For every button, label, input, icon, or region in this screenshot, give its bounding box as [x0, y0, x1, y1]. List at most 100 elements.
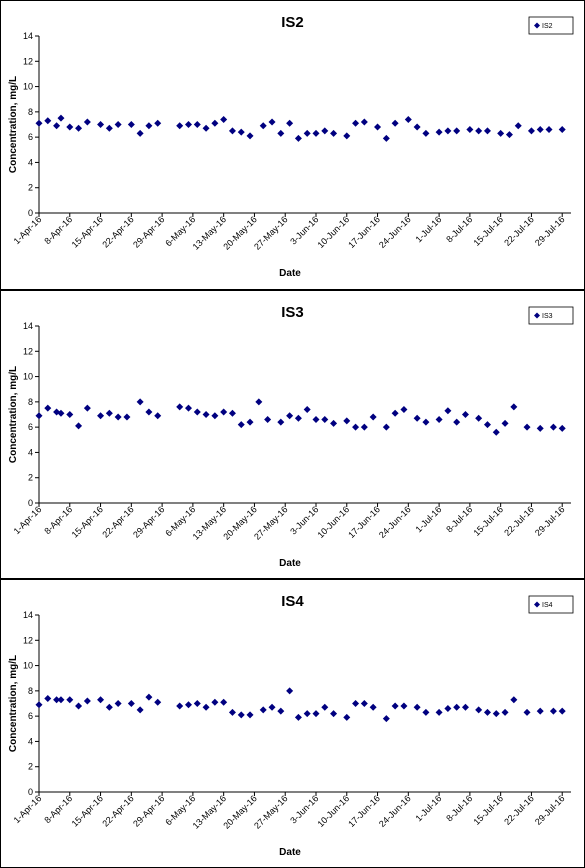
x-tick-label: 29-Apr-16	[131, 214, 166, 249]
data-point	[277, 707, 285, 715]
chart-panel-is4: IS4 IS4 0 2 4 6 8 10 12 14 1-Apr-16 8-Apr-16 15-Apr-…	[0, 579, 585, 868]
y-tick-label: 4	[28, 157, 33, 167]
legend-label: IS2	[542, 23, 553, 30]
data-point	[264, 416, 272, 424]
data-point	[294, 134, 302, 142]
legend-box	[528, 595, 574, 614]
data-point	[228, 409, 236, 417]
data-point	[422, 418, 430, 426]
data-point	[400, 405, 408, 413]
data-point	[413, 123, 421, 131]
data-point	[123, 413, 131, 421]
data-point	[277, 129, 285, 137]
x-tick-label: 8-Jul-16	[444, 214, 474, 244]
x-tick-label: 17-Jun-16	[346, 793, 382, 829]
data-point	[145, 122, 153, 130]
x-tick-label: 27-May-16	[252, 504, 289, 541]
data-point	[66, 411, 74, 418]
data-point	[184, 404, 192, 412]
data-point	[211, 119, 219, 127]
x-tick-label: 27-May-16	[252, 793, 289, 830]
data-point	[303, 129, 311, 137]
y-tick-label: 0	[28, 208, 33, 218]
x-tick-label: 22-Jul-16	[502, 793, 536, 827]
x-tick-label: 1-Jul-16	[413, 504, 443, 534]
chart-panel-is2: IS2 IS2 0 2 4 6 8 10 12 14 1-Apr-16 8-Apr-16 15-Apr-…	[0, 0, 585, 290]
data-point	[435, 416, 443, 424]
y-tick-label: 10	[23, 661, 33, 671]
data-point	[523, 423, 531, 431]
data-point	[53, 408, 61, 416]
x-tick-label: 29-Jul-16	[533, 214, 567, 248]
data-point	[330, 419, 338, 427]
data-point	[184, 701, 192, 709]
data-point	[105, 703, 113, 711]
legend: IS4	[528, 595, 574, 614]
data-point	[360, 118, 368, 126]
x-tick-label: 1-Jul-16	[413, 214, 443, 244]
chart-svg: IS4 IS4 0 2 4 6 8 10 12 14 1-Apr-168-Apr-1615-Apr-…	[8, 593, 574, 858]
data-point	[154, 119, 162, 127]
data-point	[202, 124, 210, 132]
data-point	[136, 129, 144, 137]
data-point	[492, 710, 500, 718]
x-tick-label: 15-Jul-16	[471, 793, 505, 827]
data-point	[422, 708, 430, 716]
data-point	[527, 127, 535, 135]
chart-svg: IS2 IS2 0 2 4 6 8 10 12 14 1-Apr-168-Apr-1615-Apr-…	[8, 14, 574, 279]
chart-svg: IS3 IS3 0 2 4 6 8 10 12 14 1-Apr-168-Apr-1615-Apr-…	[8, 304, 574, 569]
data-point	[259, 122, 267, 130]
data-point	[127, 700, 135, 707]
data-point	[492, 428, 500, 436]
data-point	[382, 134, 390, 142]
x-tick-label: 24-Jun-16	[377, 214, 413, 250]
y-tick-label: 2	[28, 473, 33, 483]
data-point	[391, 702, 399, 710]
data-point	[228, 708, 236, 716]
data-point	[475, 127, 483, 135]
x-tick-label: 15-Jul-16	[471, 504, 505, 538]
data-point	[154, 412, 162, 420]
x-tick-label: 22-Apr-16	[100, 504, 135, 539]
data-point	[193, 408, 201, 416]
data-point	[536, 707, 544, 715]
y-tick-label: 12	[23, 346, 33, 356]
x-tick-label: 17-Jun-16	[346, 214, 382, 250]
legend-marker	[534, 601, 540, 608]
data-point	[246, 418, 254, 426]
y-tick-label: 2	[28, 183, 33, 193]
data-point	[237, 421, 245, 429]
data-point	[53, 122, 61, 130]
data-point	[286, 119, 294, 127]
x-axis-label: Date	[279, 847, 301, 858]
y-tick-label: 12	[23, 56, 33, 66]
data-point	[184, 121, 192, 128]
x-tick-label: 10-Jun-16	[315, 214, 351, 250]
data-point	[404, 115, 412, 123]
data-point	[461, 703, 469, 711]
data-point	[382, 715, 390, 723]
data-point	[497, 129, 505, 137]
y-tick-label: 14	[23, 31, 33, 41]
x-tick-label: 17-Jun-16	[346, 504, 382, 540]
data-point	[255, 398, 263, 406]
data-point	[193, 121, 201, 128]
data-point	[268, 118, 276, 126]
data-point	[83, 404, 91, 412]
y-tick-label: 14	[23, 321, 33, 331]
data-point	[237, 128, 245, 136]
data-point	[330, 129, 338, 137]
data-point	[220, 698, 228, 706]
data-point	[510, 403, 518, 411]
data-point	[83, 697, 91, 705]
x-tick-label: 8-Jul-16	[444, 793, 474, 823]
chart-panel-is3: IS3 IS3 0 2 4 6 8 10 12 14 1-Apr-16 8-Apr-16 15-Apr-…	[0, 290, 585, 579]
data-point	[505, 131, 513, 139]
data-point	[483, 127, 491, 135]
data-point	[483, 421, 491, 429]
data-point	[294, 414, 302, 422]
data-point	[374, 123, 382, 131]
legend-label: IS4	[542, 602, 553, 609]
data-point	[44, 117, 52, 125]
data-point	[136, 398, 144, 406]
